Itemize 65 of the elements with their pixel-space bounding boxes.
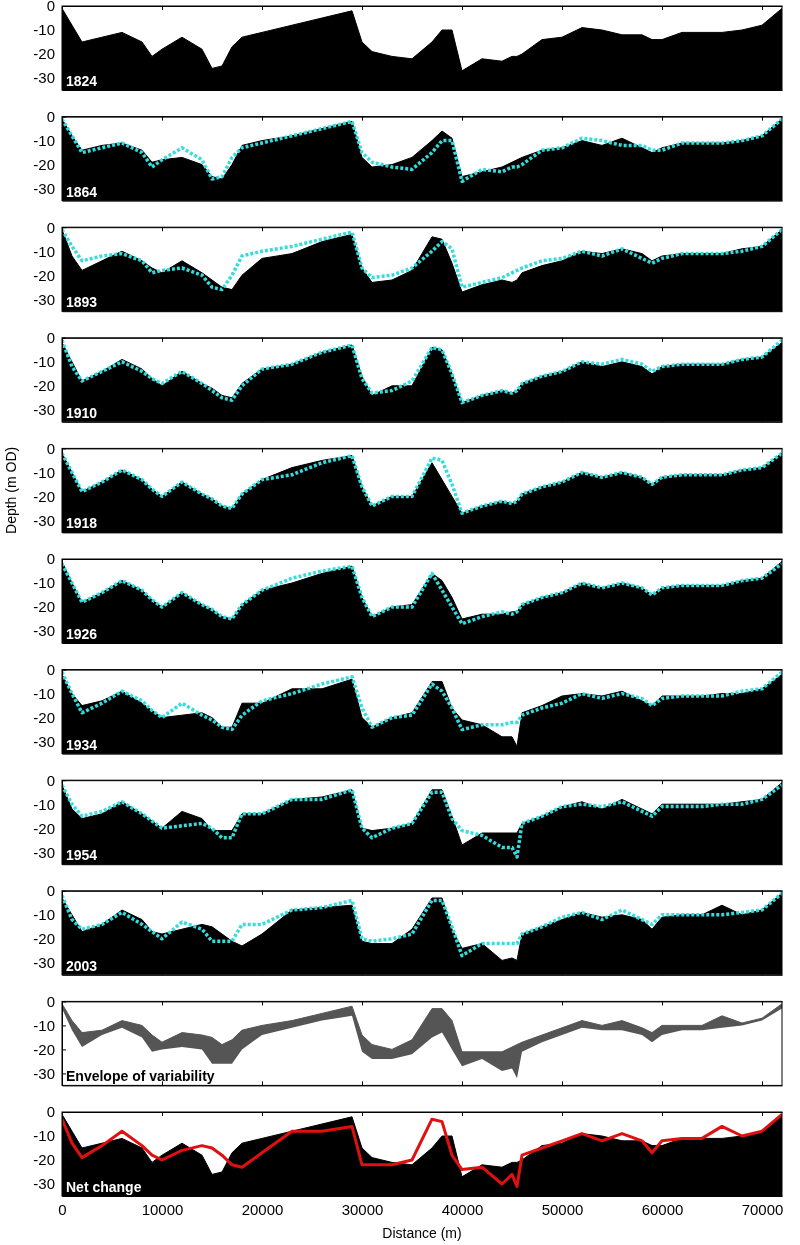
y-tick-label: 0 (46, 107, 55, 125)
y-tick-label: -10 (33, 574, 55, 592)
y-tick-label: -10 (33, 1016, 55, 1034)
x-tick-label: 40000 (441, 1200, 484, 1218)
y-tick-label: -10 (33, 242, 55, 260)
y-tick-label: 0 (46, 771, 55, 789)
annotation: Envelope of variability (66, 1068, 215, 1085)
y-tick-label: 0 (46, 992, 55, 1010)
annotation: Net change (66, 1179, 142, 1195)
y-tick-label: -30 (33, 732, 55, 750)
x-tick-label: 30000 (341, 1200, 384, 1218)
annotation: 1893 (66, 294, 98, 311)
y-tick-label: -20 (33, 1040, 55, 1058)
y-tick-label: -10 (33, 795, 55, 813)
x-tick-label: 20000 (241, 1200, 284, 1218)
y-tick-label: 0 (46, 439, 55, 457)
y-tick-label: -10 (33, 906, 55, 924)
y-tick-label: -20 (33, 45, 55, 63)
y-tick-label: 0 (46, 1103, 55, 1121)
x-tick-label: 0 (58, 1200, 67, 1218)
y-tick-label: 0 (46, 329, 55, 347)
y-tick-label: -10 (33, 684, 55, 702)
y-tick-label: -30 (33, 1064, 55, 1082)
x-tick-label: 10000 (141, 1200, 184, 1218)
y-tick-label: -20 (33, 1151, 55, 1169)
y-tick-label: 0 (46, 550, 55, 568)
y-tick-label: -30 (33, 843, 55, 861)
y-tick-label: -30 (33, 954, 55, 972)
y-tick-label: -20 (33, 708, 55, 726)
y-tick-label: -30 (33, 401, 55, 419)
y-tick-label: 0 (46, 0, 55, 15)
annotation: 2003 (66, 957, 98, 974)
y-tick-label: 0 (46, 218, 55, 236)
x-tick-label: 60000 (641, 1200, 684, 1218)
y-tick-label: -20 (33, 930, 55, 948)
annotation: 1864 (66, 183, 98, 200)
annotation: 1954 (66, 847, 98, 864)
y-tick-label: -10 (33, 463, 55, 481)
y-tick-label: -20 (33, 266, 55, 284)
x-tick-label: 50000 (541, 1200, 584, 1218)
x-axis-title: Distance (m) (382, 1225, 462, 1241)
y-tick-label: -10 (33, 353, 55, 371)
y-tick-label: -20 (33, 377, 55, 395)
y-tick-label: -20 (33, 819, 55, 837)
x-tick-label: 70000 (741, 1200, 784, 1218)
y-tick-label: -30 (33, 622, 55, 640)
y-tick-label: -30 (33, 511, 55, 529)
y-tick-label: -20 (33, 155, 55, 173)
y-tick-label: 0 (46, 660, 55, 678)
annotation: 1824 (66, 73, 98, 89)
y-tick-label: 0 (46, 882, 55, 900)
annotation: 1918 (66, 515, 98, 532)
y-tick-label: -30 (33, 179, 55, 197)
y-tick-label: -30 (33, 1175, 55, 1193)
annotation: 1934 (66, 736, 98, 753)
y-tick-label: -30 (33, 69, 55, 87)
y-axis-title: Depth (m OD) (3, 446, 19, 534)
y-tick-label: -10 (33, 1127, 55, 1145)
y-tick-label: -20 (33, 598, 55, 616)
annotation: 1910 (66, 404, 98, 421)
y-tick-label: -10 (33, 131, 55, 149)
y-tick-label: -20 (33, 487, 55, 505)
y-tick-label: -10 (33, 21, 55, 39)
annotation: 1926 (66, 626, 98, 642)
y-tick-label: -30 (33, 290, 55, 308)
